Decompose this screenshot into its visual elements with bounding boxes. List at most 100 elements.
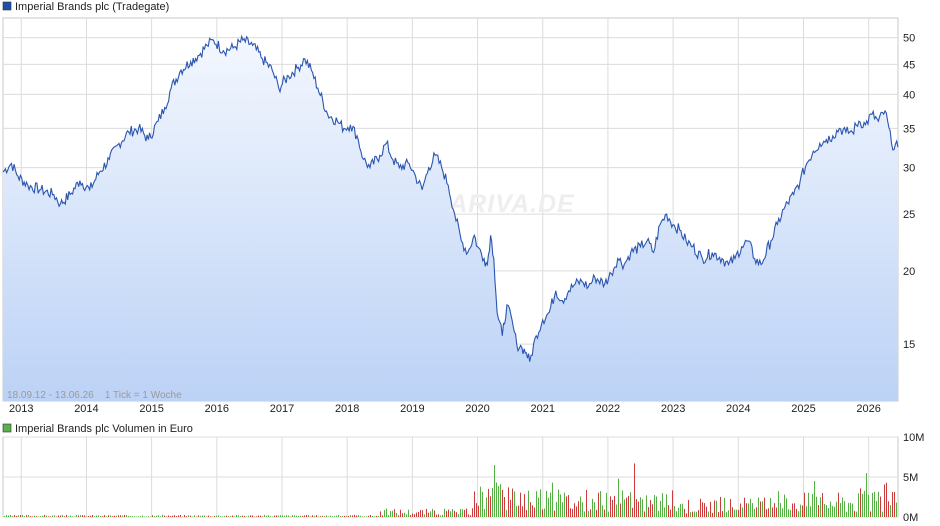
volume-bar <box>512 489 513 517</box>
volume-bar <box>430 511 431 517</box>
volume-bar <box>770 498 771 517</box>
volume-bar <box>134 516 135 517</box>
volume-bar <box>716 501 717 517</box>
volume-bar <box>726 512 727 517</box>
volume-bar <box>428 513 429 517</box>
volume-bar <box>556 502 557 517</box>
volume-bar <box>566 496 567 517</box>
volume-bar <box>476 503 477 517</box>
volume-bar <box>576 506 577 517</box>
volume-bar <box>756 507 757 517</box>
volume-bar <box>798 511 799 517</box>
volume-bar <box>306 515 307 517</box>
volume-bar <box>766 509 767 517</box>
volume-bar <box>360 516 361 517</box>
volume-bar <box>386 509 387 517</box>
volume-bar <box>48 516 49 517</box>
volume-bar <box>870 511 871 517</box>
volume-bar <box>520 493 521 517</box>
volume-bar <box>330 516 331 517</box>
volume-bar <box>4 516 5 517</box>
volume-bar <box>230 516 231 517</box>
volume-bar <box>590 509 591 517</box>
volume-bar <box>242 516 243 517</box>
volume-bar <box>736 510 737 517</box>
price-x-tick-label: 2020 <box>465 403 489 415</box>
volume-bar <box>276 515 277 517</box>
volume-bar <box>490 496 491 517</box>
volume-bar <box>504 497 505 517</box>
legend-label-price: Imperial Brands plc (Tradegate) <box>15 1 169 13</box>
volume-bar <box>804 493 805 517</box>
volume-bar <box>488 489 489 517</box>
volume-bar <box>840 503 841 517</box>
volume-bar <box>314 516 315 517</box>
volume-bar <box>28 515 29 517</box>
volume-bar <box>632 508 633 517</box>
volume-bar <box>886 483 887 517</box>
volume-bar <box>784 495 785 517</box>
volume-bar <box>202 516 203 517</box>
volume-bar <box>678 508 679 517</box>
volume-bar <box>364 516 365 517</box>
legend-label-volume: Imperial Brands plc Volumen in Euro <box>15 423 193 435</box>
volume-bar <box>274 516 275 517</box>
volume-bar <box>614 496 615 517</box>
volume-bar <box>402 513 403 517</box>
volume-bar <box>382 515 383 517</box>
volume-bar <box>266 516 267 517</box>
volume-bar <box>50 516 51 517</box>
volume-bar <box>236 515 237 517</box>
volume-bar <box>516 506 517 517</box>
volume-bar <box>380 511 381 517</box>
volume-bar <box>280 515 281 517</box>
volume-bar <box>226 516 227 517</box>
volume-bar <box>332 516 333 517</box>
volume-bar <box>810 506 811 517</box>
volume-bar <box>656 496 657 517</box>
volume-bar <box>70 516 71 517</box>
volume-bar <box>486 497 487 517</box>
legend-swatch-volume <box>3 424 11 432</box>
volume-bar <box>568 495 569 517</box>
volume-bar <box>308 515 309 517</box>
volume-bar <box>878 492 879 517</box>
volume-bar <box>212 517 213 518</box>
volume-bar <box>26 515 27 517</box>
volume-bar <box>534 507 535 517</box>
volume-bar <box>790 510 791 517</box>
volume-bar <box>690 512 691 517</box>
volume-bar <box>548 498 549 517</box>
volume-bar <box>418 512 419 517</box>
volume-bar <box>464 510 465 517</box>
volume-bar <box>550 493 551 517</box>
volume-bar <box>142 516 143 517</box>
volume-bar <box>240 516 241 517</box>
volume-bar <box>492 488 493 517</box>
volume-bar <box>570 508 571 517</box>
volume-bar <box>326 515 327 517</box>
volume-bar <box>304 515 305 517</box>
volume-bar <box>598 493 599 517</box>
volume-y-axis: 0M 5M 10M <box>903 432 924 524</box>
volume-bar <box>20 515 21 517</box>
volume-bar <box>852 504 853 517</box>
volume-bar <box>646 495 647 517</box>
volume-bar <box>110 515 111 517</box>
volume-bar <box>586 490 587 517</box>
volume-bar <box>176 516 177 517</box>
volume-bar <box>532 505 533 517</box>
volume-bar <box>468 514 469 517</box>
volume-bar <box>752 503 753 517</box>
volume-bar <box>572 509 573 517</box>
volume-bar <box>688 500 689 517</box>
volume-bar <box>92 515 93 517</box>
volume-bar <box>772 507 773 517</box>
volume-bar <box>538 498 539 517</box>
volume-bar <box>192 517 193 518</box>
volume-bar <box>342 516 343 517</box>
volume-bar <box>66 515 67 517</box>
volume-bar <box>830 502 831 517</box>
volume-bar <box>52 516 53 517</box>
volume-bar <box>732 507 733 517</box>
